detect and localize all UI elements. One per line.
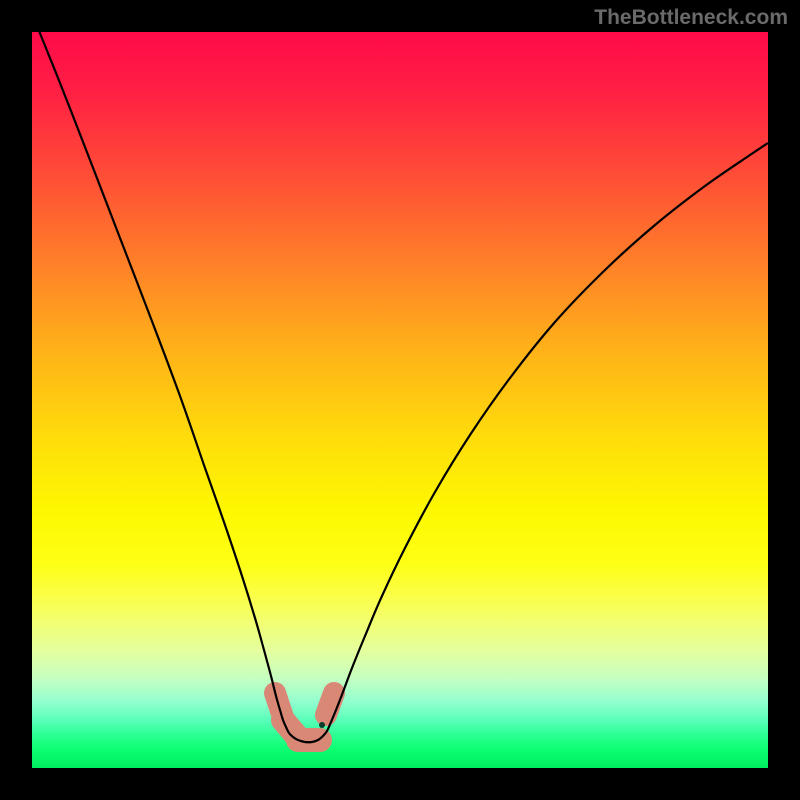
watermark-text: TheBottleneck.com bbox=[594, 6, 788, 30]
valley-dot-marker bbox=[319, 722, 325, 728]
chart-svg bbox=[0, 0, 800, 800]
plot-gradient-background bbox=[32, 32, 768, 768]
chart-container: TheBottleneck.com bbox=[0, 0, 800, 800]
